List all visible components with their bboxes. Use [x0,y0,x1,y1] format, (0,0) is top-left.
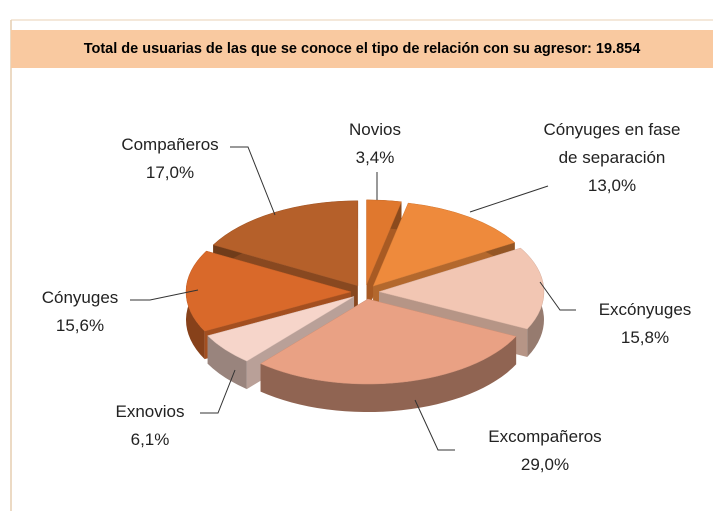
slice [366,199,402,285]
slice-side [260,336,517,413]
slice-label: Compañeros [121,135,219,154]
slice-label: Cónyuges en fase de separación [543,120,681,167]
slice-value-label: 17,0% [145,163,195,182]
slice-value-label: 3,4% [355,148,395,167]
leader-line [130,289,199,301]
leader-line [200,369,236,414]
leader-line [539,281,576,311]
chart-title: Total de usuarias de las que se conoce e… [11,30,713,68]
leader-line [230,146,276,216]
slice-side [207,335,247,390]
slice-label: Excompañeros [488,427,602,446]
leader-line [469,185,549,213]
slice [372,202,516,287]
slice-label: Excónyuges [598,300,692,319]
slice-label: Novios [349,120,401,139]
slice-label: Exnovios [115,402,185,421]
slice-value-label: 13,0% [587,176,637,195]
slice-value-label: 15,6% [55,316,105,335]
slice-value-label: 6,1% [130,430,170,449]
slice [185,250,352,332]
slice-value-label: 29,0% [520,455,570,474]
slice-label: Cónyuges [41,288,119,307]
leader-line [414,399,455,451]
slice [207,296,355,362]
slice [260,298,517,385]
slice-value-label: 15,8% [620,328,670,347]
